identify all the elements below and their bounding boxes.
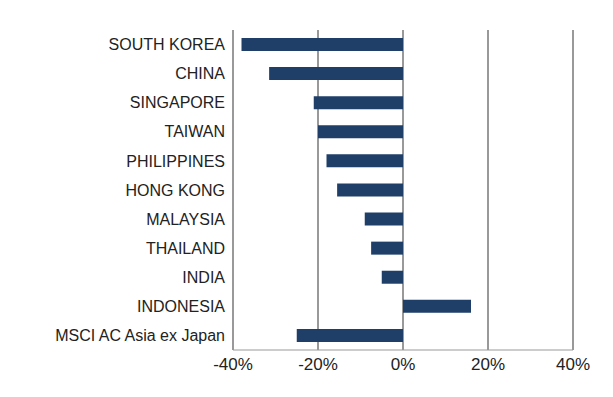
svg-text:0%: 0% xyxy=(391,355,416,374)
svg-text:-40%: -40% xyxy=(213,355,253,374)
svg-text:40%: 40% xyxy=(556,355,590,374)
svg-text:PHILIPPINES: PHILIPPINES xyxy=(126,153,225,170)
svg-text:20%: 20% xyxy=(471,355,505,374)
svg-text:THAILAND: THAILAND xyxy=(146,240,225,257)
svg-text:TAIWAN: TAIWAN xyxy=(165,123,225,140)
svg-text:INDONESIA: INDONESIA xyxy=(137,298,225,315)
svg-text:-20%: -20% xyxy=(298,355,338,374)
svg-text:INDIA: INDIA xyxy=(182,269,225,286)
svg-text:MALAYSIA: MALAYSIA xyxy=(146,211,225,228)
svg-text:SOUTH KOREA: SOUTH KOREA xyxy=(109,36,226,53)
svg-text:SINGAPORE: SINGAPORE xyxy=(130,94,225,111)
svg-text:HONG KONG: HONG KONG xyxy=(125,182,225,199)
svg-text:MSCI AC Asia ex Japan: MSCI AC Asia ex Japan xyxy=(55,327,225,344)
svg-text:CHINA: CHINA xyxy=(175,65,225,82)
